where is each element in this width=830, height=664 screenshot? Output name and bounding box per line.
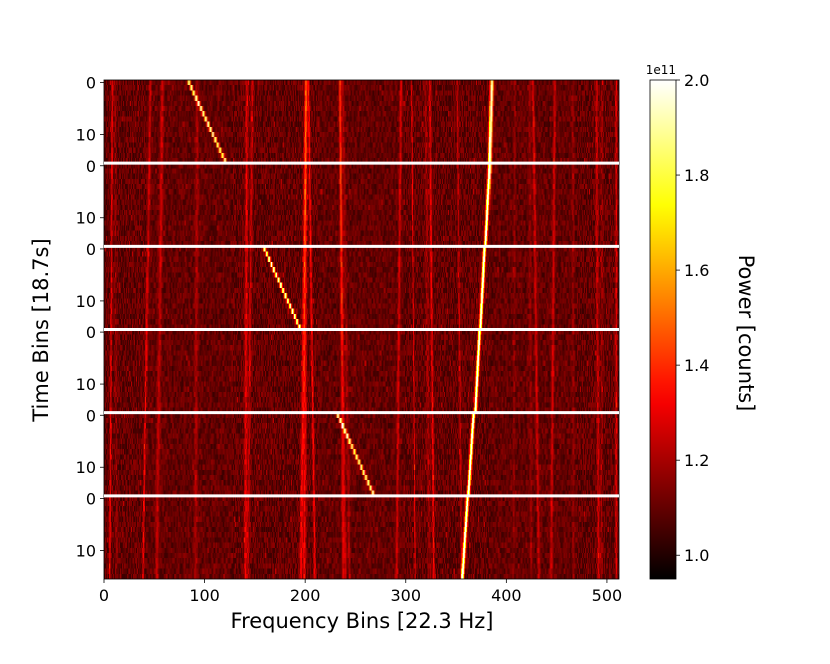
colorbar-tick-label: 2.0 (684, 71, 709, 90)
x-tick-label: 300 (390, 586, 421, 605)
y-tick-label: 10 (76, 209, 96, 228)
y-tick-label: 0 (86, 323, 96, 342)
colorbar-label: Power [counts] (734, 255, 758, 412)
panel-separators (104, 161, 619, 498)
colorbar-tick-label: 1.6 (684, 261, 709, 280)
y-tick-label: 0 (86, 489, 96, 508)
x-tick-label: 400 (491, 586, 522, 605)
y-tick-label: 10 (76, 126, 96, 145)
x-tick-label: 500 (592, 586, 623, 605)
colorbar-tick-label: 1.2 (684, 451, 709, 470)
x-axis-label: Frequency Bins [22.3 Hz] (231, 609, 494, 633)
x-tick-label: 100 (189, 586, 220, 605)
colorbar-offset-text: 1e11 (646, 63, 676, 77)
x-axis: 0 100 200 300 400 500 (99, 579, 622, 605)
y-tick-label: 0 (86, 157, 96, 176)
y-tick-label: 10 (76, 375, 96, 394)
colorbar-gradient (649, 79, 677, 580)
y-tick-label: 10 (76, 458, 96, 477)
colorbar: 1.0 1.2 1.4 1.6 1.8 2.0 (649, 71, 709, 580)
y-tick-label: 0 (86, 240, 96, 259)
colorbar-tick-label: 1.8 (684, 166, 709, 185)
x-tick-label: 0 (99, 586, 109, 605)
y-axis: 0 10 0 10 0 10 0 10 0 10 0 10 (76, 74, 104, 560)
y-axis-label: Time Bins [18.7s] (29, 238, 53, 422)
colorbar-tick-label: 1.4 (684, 356, 709, 375)
y-tick-label: 10 (76, 541, 96, 560)
y-tick-label: 10 (76, 292, 96, 311)
colorbar-tick-label: 1.0 (684, 546, 709, 565)
x-tick-label: 200 (290, 586, 321, 605)
y-tick-label: 0 (86, 406, 96, 425)
y-tick-label: 0 (86, 74, 96, 93)
